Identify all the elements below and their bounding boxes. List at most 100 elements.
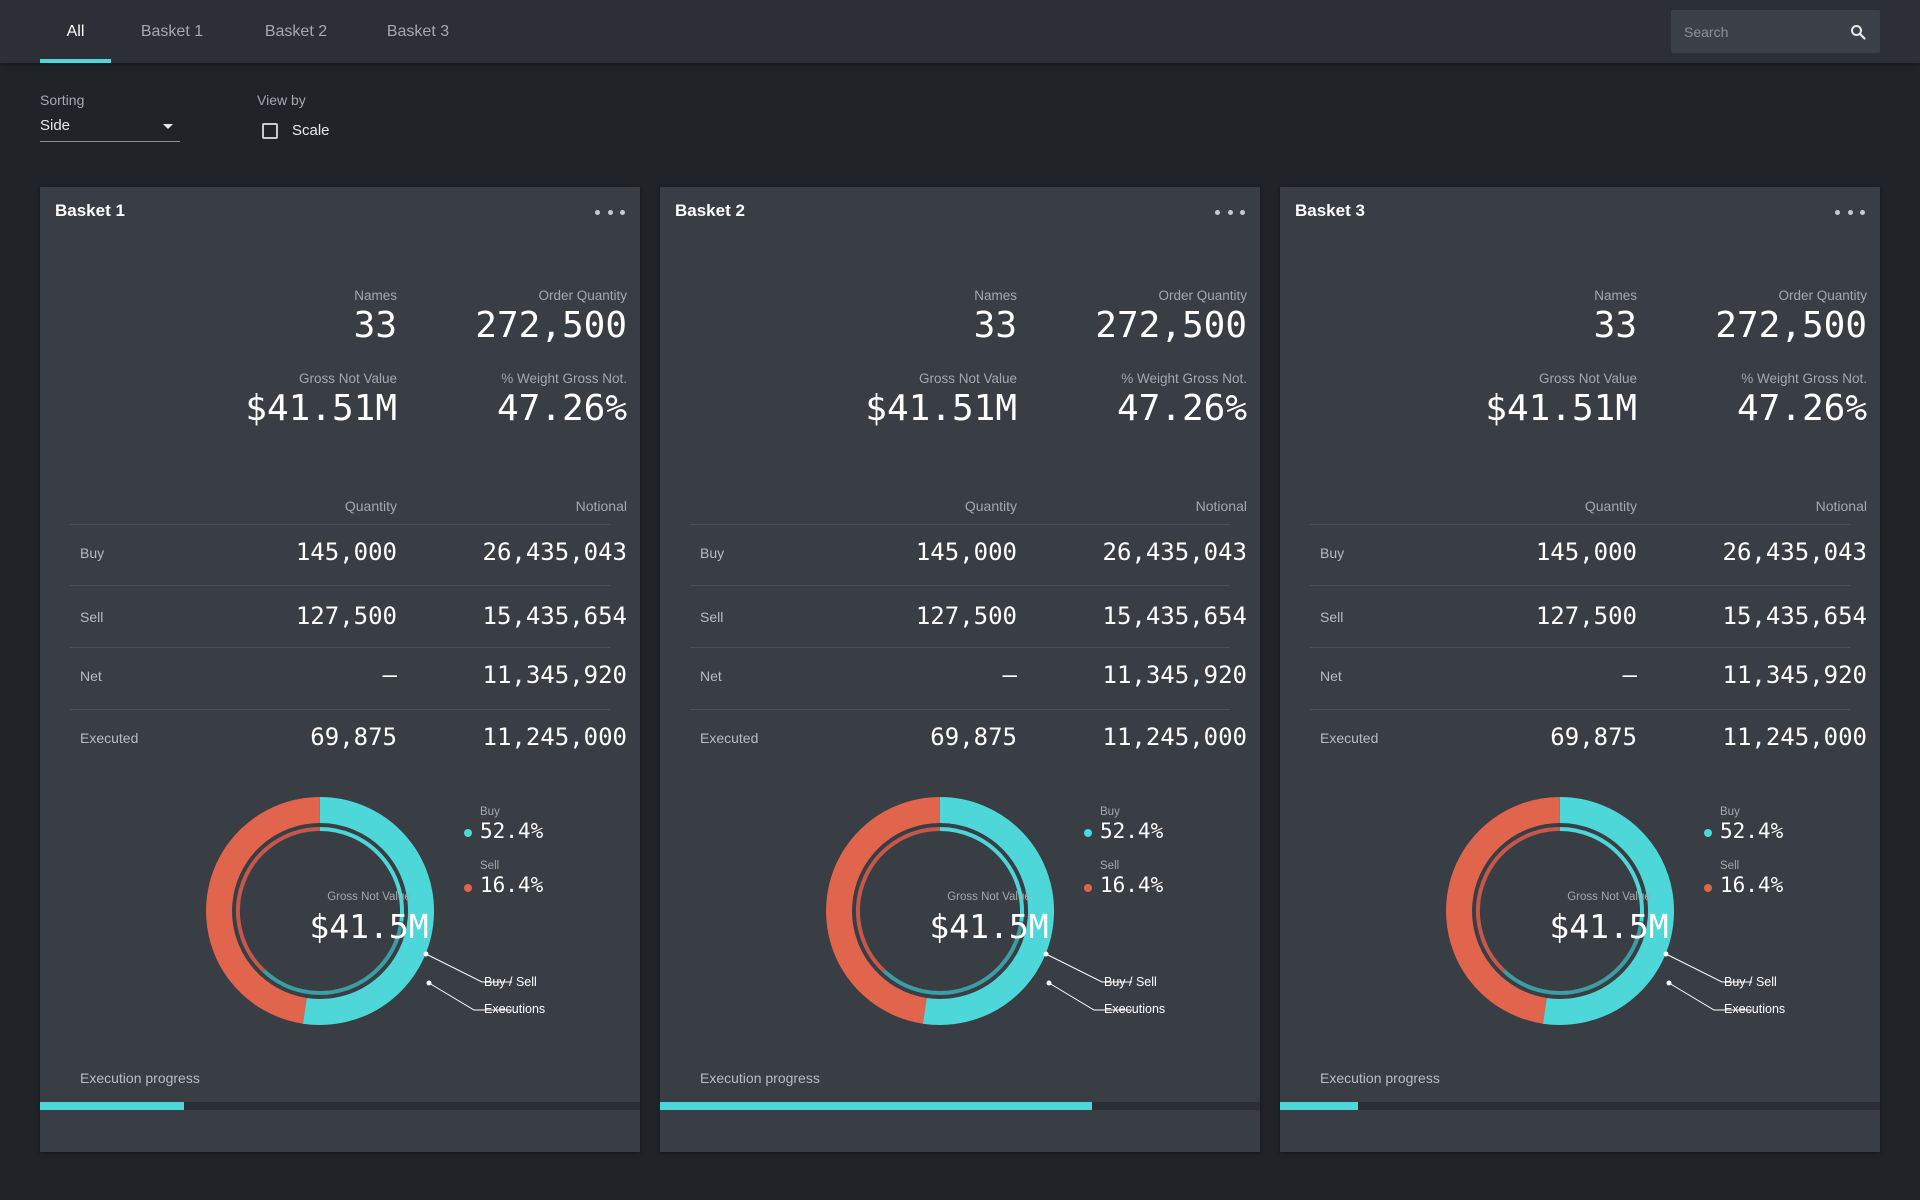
scale-checkbox[interactable] xyxy=(262,123,278,139)
donut-inner-exec-buy-arc xyxy=(1559,827,1644,922)
execution-progress-label: Execution progress xyxy=(700,1070,820,1086)
search-input[interactable] xyxy=(1671,10,1841,53)
callout-line-executions xyxy=(1048,982,1132,1011)
top-bar: All Basket 1 Basket 2 Basket 3 xyxy=(0,0,1920,63)
legend-buy-value: 52.4% xyxy=(1720,819,1784,843)
donut-inner-remaining-arc xyxy=(262,921,404,995)
donut-inner-exec-sell-arc xyxy=(1476,827,1560,973)
order-quantity-label: Order Quantity xyxy=(1778,288,1867,303)
donut-inner-exec-buy-arc xyxy=(319,827,404,922)
divider xyxy=(70,524,610,525)
search-box xyxy=(1671,10,1880,53)
donut-center-label: Gross Not Value xyxy=(947,891,1031,903)
table-row-label: Sell xyxy=(1320,609,1344,625)
quantity-header: Quantity xyxy=(1584,498,1637,514)
basket-card-3: Basket 3 Names 33 Order Quantity 272,500… xyxy=(1280,187,1880,1152)
more-options-icon[interactable] xyxy=(1215,203,1245,221)
legend-buy-label: Buy xyxy=(480,806,500,818)
table-row-label: Buy xyxy=(700,545,725,561)
callout-executions-label: Executions xyxy=(1724,1002,1786,1016)
notional-header: Notional xyxy=(575,498,627,514)
donut-inner-remaining-arc xyxy=(882,921,1024,995)
tab-basket-1[interactable]: Basket 1 xyxy=(140,22,204,40)
callout-line-buy-sell xyxy=(1045,953,1132,983)
callout-buy-sell-label: Buy / Sell xyxy=(1104,975,1157,989)
scale-checkbox-label[interactable]: Scale xyxy=(292,122,330,139)
active-tab-indicator xyxy=(40,59,111,63)
table-row-label: Executed xyxy=(1320,730,1379,746)
table-cell-notional: 15,435,654 xyxy=(1722,602,1868,630)
quantity-header: Quantity xyxy=(964,498,1017,514)
card-title: Basket 2 xyxy=(675,201,745,220)
legend-buy-value: 52.4% xyxy=(1100,819,1164,843)
search-icon[interactable] xyxy=(1850,24,1866,40)
callout-dot-buy-sell xyxy=(1043,951,1049,957)
donut-inner-remaining-arc xyxy=(1502,921,1644,995)
donut-sell-arc xyxy=(826,797,941,1024)
gross-not-value: $41.51M xyxy=(1485,388,1637,429)
names-label: Names xyxy=(974,288,1017,303)
table-cell-notional: 26,435,043 xyxy=(1722,538,1868,566)
names-value: 33 xyxy=(353,305,397,346)
callout-line-buy-sell xyxy=(425,953,512,983)
names-value: 33 xyxy=(973,305,1017,346)
donut-inner-exec-buy-arc xyxy=(939,827,1024,922)
table-cell-quantity: — xyxy=(1622,661,1637,689)
divider xyxy=(70,709,610,710)
legend-buy-dot xyxy=(1084,829,1092,837)
table-cell-quantity: 145,000 xyxy=(915,538,1017,566)
tab-basket-3[interactable]: Basket 3 xyxy=(386,22,450,40)
table-cell-notional: 11,245,000 xyxy=(1102,723,1248,751)
more-options-icon[interactable] xyxy=(1835,203,1865,221)
execution-progress-bar xyxy=(40,1102,640,1110)
donut-inner-exec-sell-arc xyxy=(236,827,320,973)
gross-donut-chart xyxy=(826,797,1132,1025)
table-cell-notional: 11,345,920 xyxy=(482,661,628,689)
legend-sell-dot xyxy=(464,884,472,892)
table-cell-notional: 15,435,654 xyxy=(1102,602,1248,630)
table-row-label: Sell xyxy=(700,609,724,625)
donut-center-label: Gross Not Value xyxy=(327,891,411,903)
callout-dot-executions xyxy=(1046,980,1052,986)
callout-dot-buy-sell xyxy=(423,951,429,957)
divider xyxy=(690,709,1230,710)
table-cell-notional: 11,345,920 xyxy=(1102,661,1248,689)
legend-sell-dot xyxy=(1704,884,1712,892)
donut-buy-arc xyxy=(922,797,1055,1025)
sorting-value: Side xyxy=(40,117,71,134)
donut-center-value: $41.5M xyxy=(309,907,429,946)
callout-dot-buy-sell xyxy=(1663,951,1669,957)
chevron-down-icon xyxy=(163,124,173,129)
callout-dot-executions xyxy=(1666,980,1672,986)
donut-buy-arc xyxy=(1542,797,1675,1025)
divider xyxy=(690,647,1230,648)
sorting-label: Sorting xyxy=(40,92,85,108)
execution-progress-label: Execution progress xyxy=(80,1070,200,1086)
table-row-label: Net xyxy=(1320,668,1342,684)
table-row-label: Executed xyxy=(700,730,759,746)
legend-sell-label: Sell xyxy=(1100,860,1120,872)
more-options-icon[interactable] xyxy=(595,203,625,221)
divider xyxy=(1310,585,1850,586)
legend-sell-label: Sell xyxy=(1720,860,1740,872)
table-cell-quantity: 145,000 xyxy=(295,538,397,566)
callout-line-buy-sell xyxy=(1665,953,1752,983)
table-cell-quantity: 127,500 xyxy=(915,602,1017,630)
table-row-label: Sell xyxy=(80,609,104,625)
gross-not-value: $41.51M xyxy=(245,388,397,429)
tab-all[interactable]: All xyxy=(66,22,85,40)
table-row-label: Executed xyxy=(80,730,139,746)
weight-gross-value: 47.26% xyxy=(496,388,627,429)
tab-basket-2[interactable]: Basket 2 xyxy=(264,22,328,40)
legend-sell-value: 16.4% xyxy=(1720,873,1784,897)
table-cell-quantity: 127,500 xyxy=(295,602,397,630)
quantity-header: Quantity xyxy=(344,498,397,514)
sorting-select[interactable]: Side xyxy=(40,116,180,142)
callout-executions-label: Executions xyxy=(1104,1002,1166,1016)
donut-center-value: $41.5M xyxy=(929,907,1049,946)
table-cell-quantity: 127,500 xyxy=(1535,602,1637,630)
gross-not-value: $41.51M xyxy=(865,388,1017,429)
callout-line-executions xyxy=(428,982,512,1011)
divider xyxy=(1310,709,1850,710)
weight-gross-label: % Weight Gross Not. xyxy=(1741,371,1867,386)
